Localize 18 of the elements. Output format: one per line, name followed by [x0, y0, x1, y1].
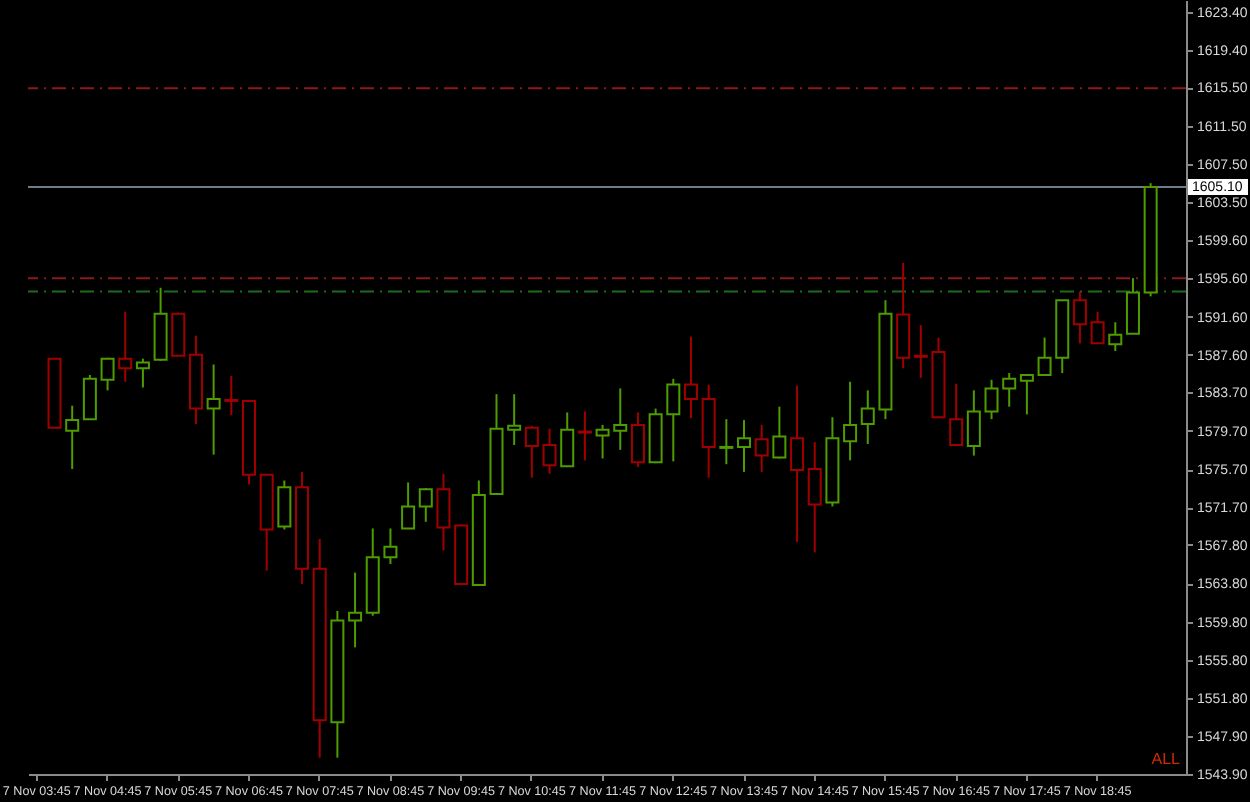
candlestick	[790, 384, 805, 543]
annotation: ALL	[1151, 750, 1182, 768]
candlestick	[401, 481, 416, 530]
candlestick	[1125, 277, 1140, 335]
candlestick	[737, 419, 752, 473]
candlestick	[524, 424, 539, 479]
candlestick	[82, 374, 97, 421]
candlestick	[843, 380, 858, 462]
candlestick	[1072, 290, 1087, 345]
candlestick	[1019, 373, 1034, 416]
candlestick	[135, 357, 150, 389]
candlestick	[966, 389, 981, 457]
candlestick	[949, 382, 964, 447]
candlestick	[630, 411, 645, 469]
candlestick	[577, 410, 592, 462]
candlestick	[683, 335, 698, 420]
candlestick	[348, 571, 363, 649]
candlestick	[896, 261, 911, 370]
